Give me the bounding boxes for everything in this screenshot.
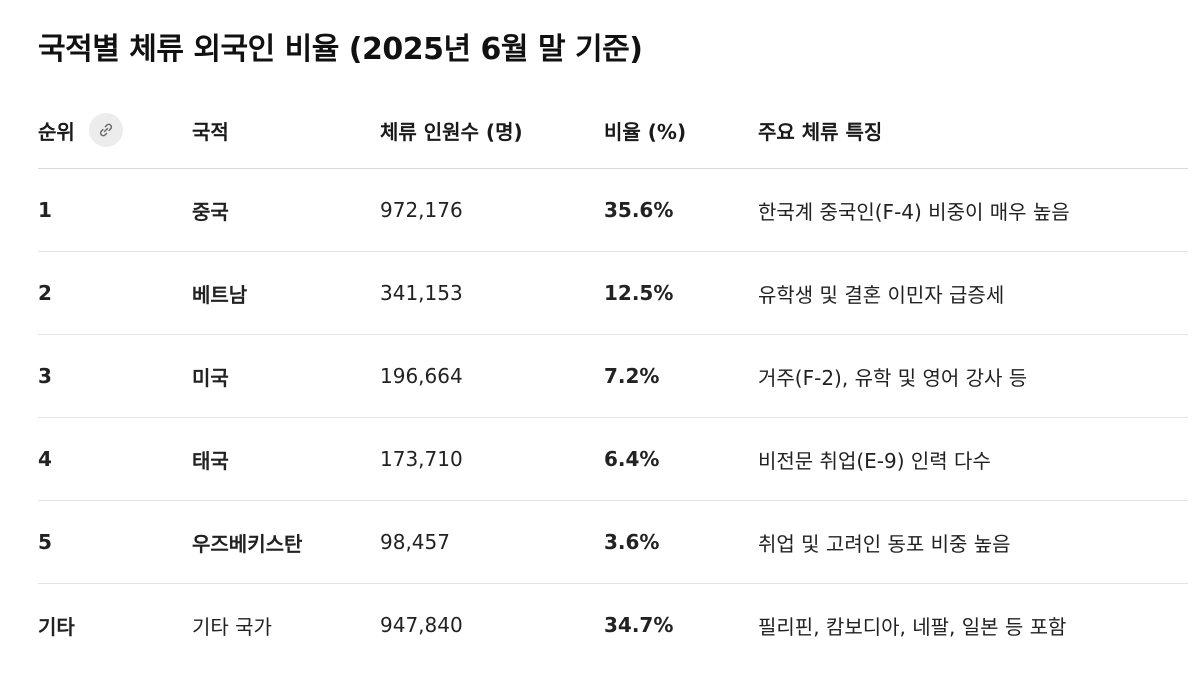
cell-rank: 2 bbox=[38, 251, 192, 335]
cell-ratio: 6.4% bbox=[604, 417, 758, 501]
cell-count: 972,176 bbox=[380, 168, 604, 252]
cell-feature: 유학생 및 결혼 이민자 급증세 bbox=[758, 251, 1188, 335]
cell-rank: 1 bbox=[38, 168, 192, 252]
table-row: 기타 기타 국가 947,840 34.7% 필리핀, 캄보디아, 네팔, 일본… bbox=[38, 584, 1188, 667]
header-feature: 주요 체류 특징 bbox=[758, 92, 1188, 169]
cell-nationality: 중국 bbox=[192, 168, 380, 252]
cell-feature: 거주(F-2), 유학 및 영어 강사 등 bbox=[758, 334, 1188, 418]
header-rank-label: 순위 bbox=[38, 119, 75, 144]
copy-link-button[interactable] bbox=[88, 113, 123, 147]
header-ratio: 비율 (%) bbox=[604, 92, 758, 169]
cell-count: 98,457 bbox=[380, 500, 604, 584]
cell-rank: 5 bbox=[38, 500, 192, 584]
cell-rank: 3 bbox=[38, 334, 192, 418]
cell-feature: 취업 및 고려인 동포 비중 높음 bbox=[758, 500, 1188, 584]
cell-ratio: 12.5% bbox=[604, 251, 758, 335]
nationality-table: 순위 국적 체류 인원수 (명) bbox=[38, 92, 1188, 666]
cell-count: 196,664 bbox=[380, 334, 604, 418]
cell-nationality: 우즈베키스탄 bbox=[192, 500, 380, 584]
table-row: 2 베트남 341,153 12.5% 유학생 및 결혼 이민자 급증세 bbox=[38, 251, 1188, 335]
cell-feature: 한국계 중국인(F-4) 비중이 매우 높음 bbox=[758, 168, 1188, 252]
cell-nationality: 태국 bbox=[192, 417, 380, 501]
cell-count: 173,710 bbox=[380, 417, 604, 501]
cell-nationality: 미국 bbox=[192, 334, 380, 418]
table-row: 1 중국 972,176 35.6% 한국계 중국인(F-4) 비중이 매우 높… bbox=[38, 168, 1188, 252]
link-icon bbox=[99, 123, 112, 137]
cell-nationality: 기타 국가 bbox=[192, 614, 272, 639]
table-row: 5 우즈베키스탄 98,457 3.6% 취업 및 고려인 동포 비중 높음 bbox=[38, 500, 1188, 584]
cell-count: 947,840 bbox=[380, 613, 463, 637]
cell-rank: 4 bbox=[38, 417, 192, 501]
cell-feature: 비전문 취업(E-9) 인력 다수 bbox=[758, 417, 1188, 501]
cell-count: 341,153 bbox=[380, 251, 604, 335]
header-count: 체류 인원수 (명) bbox=[380, 92, 604, 169]
cell-rank: 기타 bbox=[38, 614, 75, 639]
table-header-row: 순위 국적 체류 인원수 (명) bbox=[38, 92, 1188, 169]
header-nationality: 국적 bbox=[192, 92, 380, 169]
cell-nationality: 베트남 bbox=[192, 251, 380, 335]
table-row: 3 미국 196,664 7.2% 거주(F-2), 유학 및 영어 강사 등 bbox=[38, 334, 1188, 418]
cell-feature: 필리핀, 캄보디아, 네팔, 일본 등 포함 bbox=[758, 614, 1067, 639]
table-row: 4 태국 173,710 6.4% 비전문 취업(E-9) 인력 다수 bbox=[38, 417, 1188, 501]
cell-ratio: 7.2% bbox=[604, 334, 758, 418]
cell-ratio: 3.6% bbox=[604, 500, 758, 584]
cell-ratio: 35.6% bbox=[604, 168, 758, 252]
table-title: 국적별 체류 외국인 비율 (2025년 6월 말 기준) bbox=[38, 32, 643, 67]
header-rank: 순위 bbox=[38, 92, 192, 169]
cell-ratio: 34.7% bbox=[604, 613, 674, 637]
